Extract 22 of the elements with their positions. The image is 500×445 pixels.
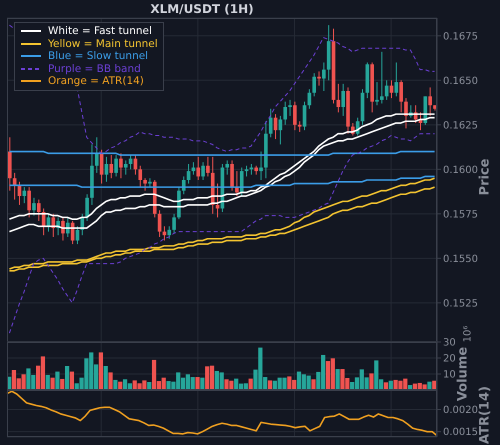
y-tick-label: 10 xyxy=(443,370,456,381)
y-tick-label: 20 xyxy=(443,354,456,365)
y-axis-title: Volume xyxy=(456,346,470,402)
y-tick-label: 0.1675 xyxy=(443,31,478,42)
y-tick-label: 0.1650 xyxy=(443,76,478,87)
legend-label: Yellow = Main tunnel xyxy=(48,38,158,50)
chart-title: XLM/USDT (1H) xyxy=(146,2,258,16)
y-tick-label: 0.1550 xyxy=(443,254,478,265)
text: Orange = ATR(14) xyxy=(48,75,144,87)
y-axis-title: ATR(14) xyxy=(478,386,492,444)
y-tick-label: 0.1575 xyxy=(443,209,478,220)
legend-label: Blue = Slow tunnel xyxy=(48,50,148,62)
y-tick-label: 0.1525 xyxy=(443,298,478,310)
legend-label: White = Fast tunnel xyxy=(48,25,152,38)
y-tick-label: 0.0015 xyxy=(443,427,478,438)
y-tick-label: 0.1625 xyxy=(443,120,478,132)
legend-label: Purple = BB band xyxy=(48,62,141,75)
y-tick-label: 30 xyxy=(443,338,456,349)
text: 10⁶ xyxy=(462,326,474,342)
y-tick-label: 0.1600 xyxy=(443,164,478,176)
y-tick-label: 0.0020 xyxy=(443,405,478,416)
y-axis-title: Price xyxy=(478,158,492,196)
